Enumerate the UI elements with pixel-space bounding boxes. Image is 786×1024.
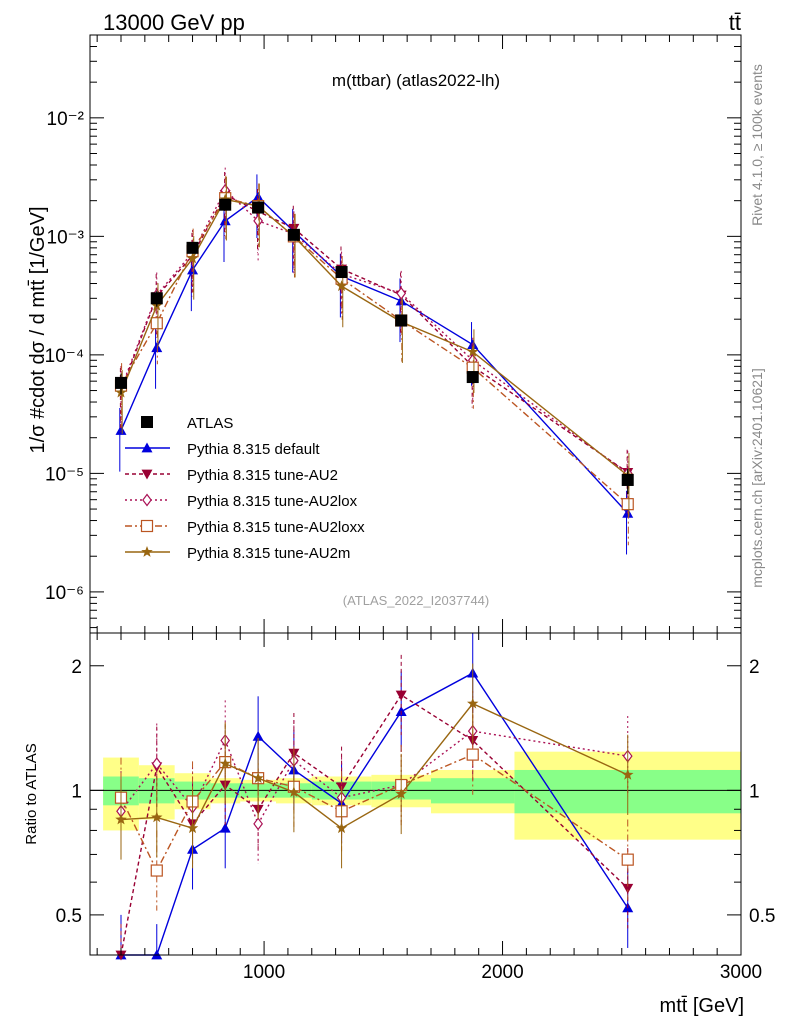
ratio-tick-label: 1 [749, 781, 760, 802]
ratio-tick-label: 0.5 [749, 906, 775, 927]
ratio-point [151, 757, 162, 771]
header-process: 13000 GeV pp [103, 10, 245, 35]
rivet-version-label: Rivet 4.1.0, ≥ 100k events [749, 64, 765, 226]
header-final-state: tt̄ [729, 10, 741, 35]
ratio-point [115, 813, 127, 825]
series-line-1 [120, 193, 629, 473]
data-point [287, 228, 300, 241]
x-axis-label: mtt̄ [GeV] [660, 995, 744, 1017]
x-tick-label: 1000 [243, 962, 285, 983]
series-point [186, 252, 199, 264]
series-point [115, 425, 127, 435]
series-point [335, 280, 348, 292]
legend-label: ATLAS [187, 415, 233, 432]
ratio-point [252, 730, 264, 741]
ratio-point [622, 883, 634, 894]
data-point [335, 266, 348, 279]
data-point [621, 473, 634, 486]
ratio-point [219, 822, 231, 833]
legend-label: Pythia 8.315 tune-AU2lox [187, 493, 358, 510]
ratio-point [466, 748, 479, 761]
ratio-tick-label: 1 [71, 781, 82, 802]
legend-marker [140, 519, 154, 533]
data-point [466, 371, 479, 384]
ratio-line-1 [120, 694, 629, 956]
ratio-line-4 [120, 702, 629, 830]
ratio-frame [89, 632, 742, 956]
ratio-point [151, 949, 163, 960]
legend-marker [142, 493, 152, 507]
ratio-point [253, 817, 263, 831]
legend-marker [141, 546, 153, 557]
main-panel: 10⁻⁶ 10⁻⁵ 10⁻⁴ 10⁻³ 10⁻² m(ttbar) (atlas2022… [27, 34, 742, 634]
series-point [187, 264, 199, 275]
ratio-tick-label: 2 [749, 657, 760, 678]
legend-marker [141, 416, 153, 428]
chart-title: m(ttbar) (atlas2022-lh) [332, 71, 500, 90]
data-point [219, 198, 232, 211]
y-tick-label: 10⁻⁴ [45, 346, 84, 367]
ratio-point [115, 950, 127, 961]
y-tick-label: 10⁻⁶ [45, 583, 84, 604]
ratio-y-axis-label: Ratio to ATLAS [23, 743, 40, 844]
series-point [396, 286, 407, 300]
ratio-point [395, 690, 407, 701]
ratio-tick-label: 0.5 [56, 906, 82, 927]
ratio-line-0 [121, 672, 629, 956]
data-point [150, 292, 163, 305]
legend: ATLAS Pythia 8.315 default Pythia 8.315 tu… [125, 415, 365, 562]
ratio-point [150, 864, 163, 877]
series-point [252, 191, 264, 202]
legend-label: Pythia 8.315 tune-AU2 [187, 467, 338, 484]
ratio-point [252, 772, 264, 784]
legend-label: Pythia 8.315 tune-AU2loxx [187, 519, 365, 536]
data-point [115, 376, 127, 389]
legend-marker [141, 469, 153, 480]
series-point [151, 342, 163, 353]
ratio-point [151, 811, 163, 823]
ratio-panel: 0.5 0.5 1 1 2 2 1000 2000 3000 Ratio to ATLAS m… [23, 632, 775, 1017]
series-line-2 [120, 189, 629, 474]
series-point [467, 345, 479, 357]
legend-label: Pythia 8.315 default [187, 441, 320, 458]
series-point [621, 498, 634, 511]
main-frame [89, 34, 742, 634]
y-tick-label: 10⁻² [47, 109, 85, 130]
ratio-point [621, 853, 634, 866]
ratio-point [219, 757, 231, 769]
ratio-tick-label: 2 [71, 657, 82, 678]
data-point [252, 201, 265, 214]
series-point [219, 215, 231, 226]
series-point [253, 214, 263, 228]
mcplots-label: mcplots.cern.ch [arXiv:2401.10621] [749, 368, 765, 587]
ratio-point [186, 822, 199, 834]
ratio-point [335, 822, 348, 834]
legend-marker [141, 442, 153, 453]
y-tick-label: 10⁻⁵ [45, 464, 84, 485]
data-point [395, 314, 408, 327]
series-line-4 [120, 198, 629, 477]
ratio-point [395, 787, 407, 799]
series-point [150, 317, 163, 330]
legend-label: Pythia 8.315 tune-AU2m [187, 545, 350, 562]
y-axis-label: 1/σ #cdot dσ / d mtt̄ [1/GeV] [27, 206, 49, 453]
y-tick-label: 10⁻³ [47, 227, 85, 248]
ratio-line-3 [120, 753, 629, 873]
x-tick-label: 2000 [481, 962, 523, 983]
data-point [186, 241, 199, 254]
ratio-point [622, 768, 634, 780]
series-line-0 [120, 196, 629, 514]
ratio-point [467, 697, 479, 709]
analysis-id: (ATLAS_2022_I2037744) [343, 593, 489, 608]
x-tick-label: 3000 [720, 962, 762, 983]
ratio-point [288, 786, 300, 797]
ratio-line-2 [120, 730, 628, 826]
